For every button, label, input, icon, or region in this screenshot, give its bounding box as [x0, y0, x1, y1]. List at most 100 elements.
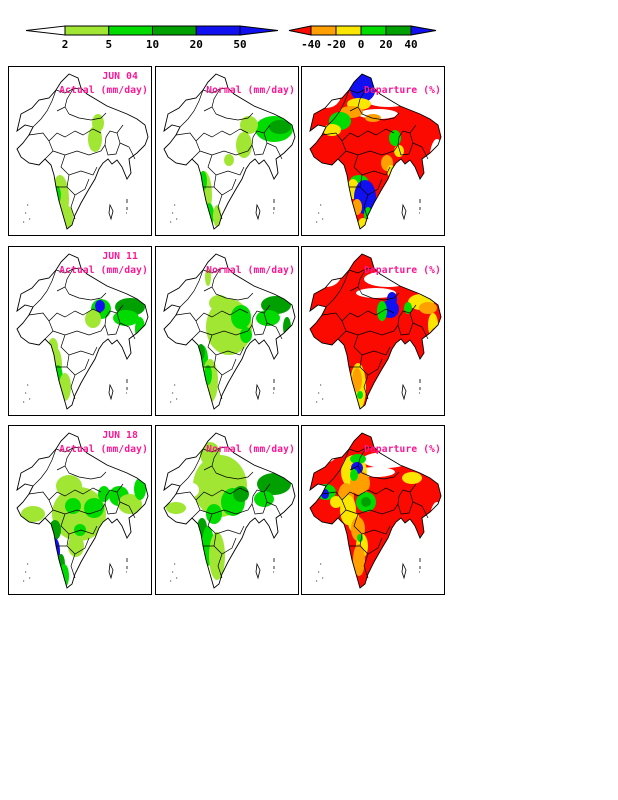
shading-patch: [389, 130, 401, 146]
shading-patch: [209, 532, 225, 580]
shading-patch: [49, 520, 61, 540]
shading-patch: [269, 120, 291, 134]
shading-patch: [197, 364, 203, 378]
shading-patch: [240, 116, 258, 134]
shading-patch: [113, 310, 139, 326]
shading-patch: [203, 390, 209, 406]
departure-scale-tick-label: 20: [379, 38, 392, 51]
shading-patch: [56, 475, 82, 497]
shading-patch: [311, 82, 341, 108]
shading-patch: [95, 300, 105, 312]
shading-patch: [350, 469, 358, 481]
rain-scale-tick-label: 5: [105, 38, 112, 51]
shading-patch: [118, 494, 142, 514]
shading-patch: [419, 302, 437, 314]
panel-type-label: Departure (%): [364, 444, 441, 455]
shading-patch: [254, 491, 274, 507]
shading-patch: [204, 365, 212, 385]
shading-patch: [134, 478, 146, 500]
india-map: [156, 247, 298, 415]
map-panel-row3-col3: Departure (%): [301, 425, 445, 595]
india-map: [302, 67, 444, 235]
panel-date-label: JUN 04: [102, 71, 138, 82]
shading-patch: [311, 263, 341, 287]
departure-scale-left-arrow: [288, 25, 312, 36]
map-panel-row2-col2: Normal (mm/day): [155, 246, 299, 416]
shading-patch: [48, 338, 58, 356]
panel-type-label: Normal (mm/day): [206, 265, 295, 276]
shading-patch: [231, 305, 251, 329]
shading-patch: [323, 124, 341, 136]
panel-type-label: Normal (mm/day): [206, 444, 295, 455]
departure-scale-tick-label: -40: [301, 38, 321, 51]
shading-patch: [166, 502, 186, 514]
shading-patch: [402, 472, 422, 484]
shading-patch: [261, 296, 291, 314]
india-map: [9, 426, 151, 594]
panel-type-label: Departure (%): [364, 265, 441, 276]
map-panel-row1-col1: JUN 04 Actual (mm/day): [8, 66, 152, 236]
panel-date-label: JUN 18: [102, 430, 138, 441]
rain-scale-left-arrow: [25, 25, 66, 36]
map-panel-row2-col3: Departure (%): [301, 246, 445, 416]
rain-scale-segment-3: [195, 25, 241, 36]
departure-scale-segment-1: [335, 25, 362, 36]
india-map: [302, 426, 444, 594]
departure-scale-tick-label: -20: [326, 38, 346, 51]
map-panel-row2-col1: JUN 11 Actual (mm/day): [8, 246, 152, 416]
departure-scale-segment-0: [310, 25, 337, 36]
india-map: [9, 67, 151, 235]
rain-scale-tick-label: 20: [190, 38, 203, 51]
india-map: [156, 426, 298, 594]
departure-scale-segment-3: [385, 25, 412, 36]
shading-patch: [21, 506, 45, 522]
panel-type-label: Actual (mm/day): [59, 444, 148, 455]
departure-scale-tick-label: 40: [404, 38, 417, 51]
shading-patch: [394, 145, 404, 157]
rain-scale-right-arrow: [239, 25, 279, 36]
shading-patch: [430, 328, 438, 346]
panel-type-label: Departure (%): [364, 85, 441, 96]
shading-patch: [209, 295, 229, 311]
shading-patch: [135, 317, 145, 341]
panel-type-label: Normal (mm/day): [206, 85, 295, 96]
rain-scale-tick-label: 50: [233, 38, 246, 51]
rain-scale-segment-0: [64, 25, 110, 36]
shading-patch: [224, 154, 234, 166]
rain-scale-segment-1: [108, 25, 153, 36]
shading-patch: [68, 535, 84, 557]
shading-patch: [310, 441, 338, 463]
departure-scale-segment-2: [360, 25, 387, 36]
map-panel-row1-col2: Normal (mm/day): [155, 66, 299, 236]
shading-patch: [350, 454, 366, 464]
rain-scale-tick-label: 10: [146, 38, 159, 51]
panel-type-label: Actual (mm/day): [59, 85, 148, 96]
map-panel-row3-col2: Normal (mm/day): [155, 425, 299, 595]
shading-patch: [185, 483, 199, 497]
shading-patch: [84, 498, 104, 518]
shading-patch: [85, 310, 101, 328]
india-map: [156, 67, 298, 235]
rain-scale-segment-2: [152, 25, 197, 36]
shading-patch: [240, 327, 252, 343]
shading-patch: [256, 310, 280, 326]
departure-scale-tick-label: 0: [358, 38, 365, 51]
shading-patch: [200, 442, 220, 466]
shading-patch: [53, 186, 61, 204]
map-panel-row1-col3: Departure (%): [301, 66, 445, 236]
shading-patch: [352, 368, 362, 392]
map-panel-row3-col1: JUN 18 Actual (mm/day): [8, 425, 152, 595]
india-map: [9, 247, 151, 415]
panel-date-label: JUN 11: [102, 251, 138, 262]
shading-patch: [203, 571, 209, 587]
panel-type-label: Actual (mm/day): [59, 265, 148, 276]
india-map: [302, 247, 444, 415]
rain-scale-tick-label: 2: [62, 38, 69, 51]
rain-scale-colorbar: 2 5 10 20 50: [25, 25, 279, 51]
shading-patch: [88, 126, 102, 152]
shading-patch: [206, 504, 222, 524]
shading-patch: [404, 302, 412, 314]
shading-patch: [330, 496, 342, 508]
departure-scale-right-arrow: [410, 25, 437, 36]
